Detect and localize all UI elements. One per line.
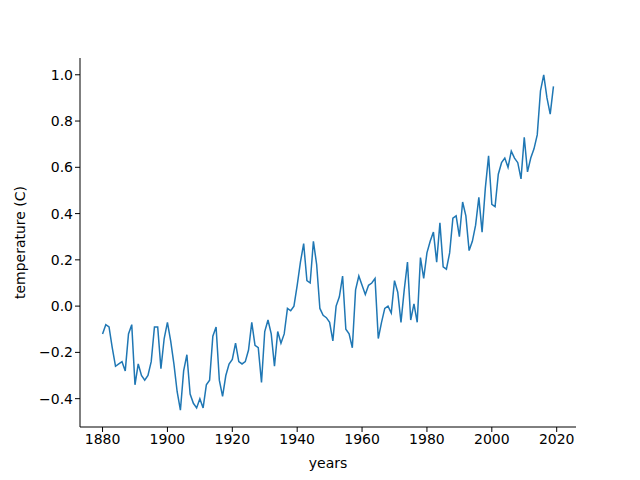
svg-text:1920: 1920 — [214, 431, 250, 447]
svg-text:0.4: 0.4 — [51, 206, 73, 222]
svg-text:1.0: 1.0 — [51, 67, 73, 83]
svg-text:2000: 2000 — [474, 431, 510, 447]
svg-text:0.2: 0.2 — [51, 252, 73, 268]
svg-text:1940: 1940 — [279, 431, 315, 447]
svg-text:−0.4: −0.4 — [39, 391, 73, 407]
svg-text:0.8: 0.8 — [51, 113, 73, 129]
svg-text:1960: 1960 — [344, 431, 380, 447]
svg-text:temperature (C): temperature (C) — [12, 186, 28, 299]
svg-text:1880: 1880 — [85, 431, 121, 447]
svg-text:1900: 1900 — [150, 431, 186, 447]
svg-text:years: years — [309, 455, 348, 471]
svg-text:1980: 1980 — [409, 431, 445, 447]
svg-text:2020: 2020 — [539, 431, 575, 447]
svg-text:−0.2: −0.2 — [39, 344, 73, 360]
svg-text:0.0: 0.0 — [51, 298, 73, 314]
svg-text:0.6: 0.6 — [51, 159, 73, 175]
